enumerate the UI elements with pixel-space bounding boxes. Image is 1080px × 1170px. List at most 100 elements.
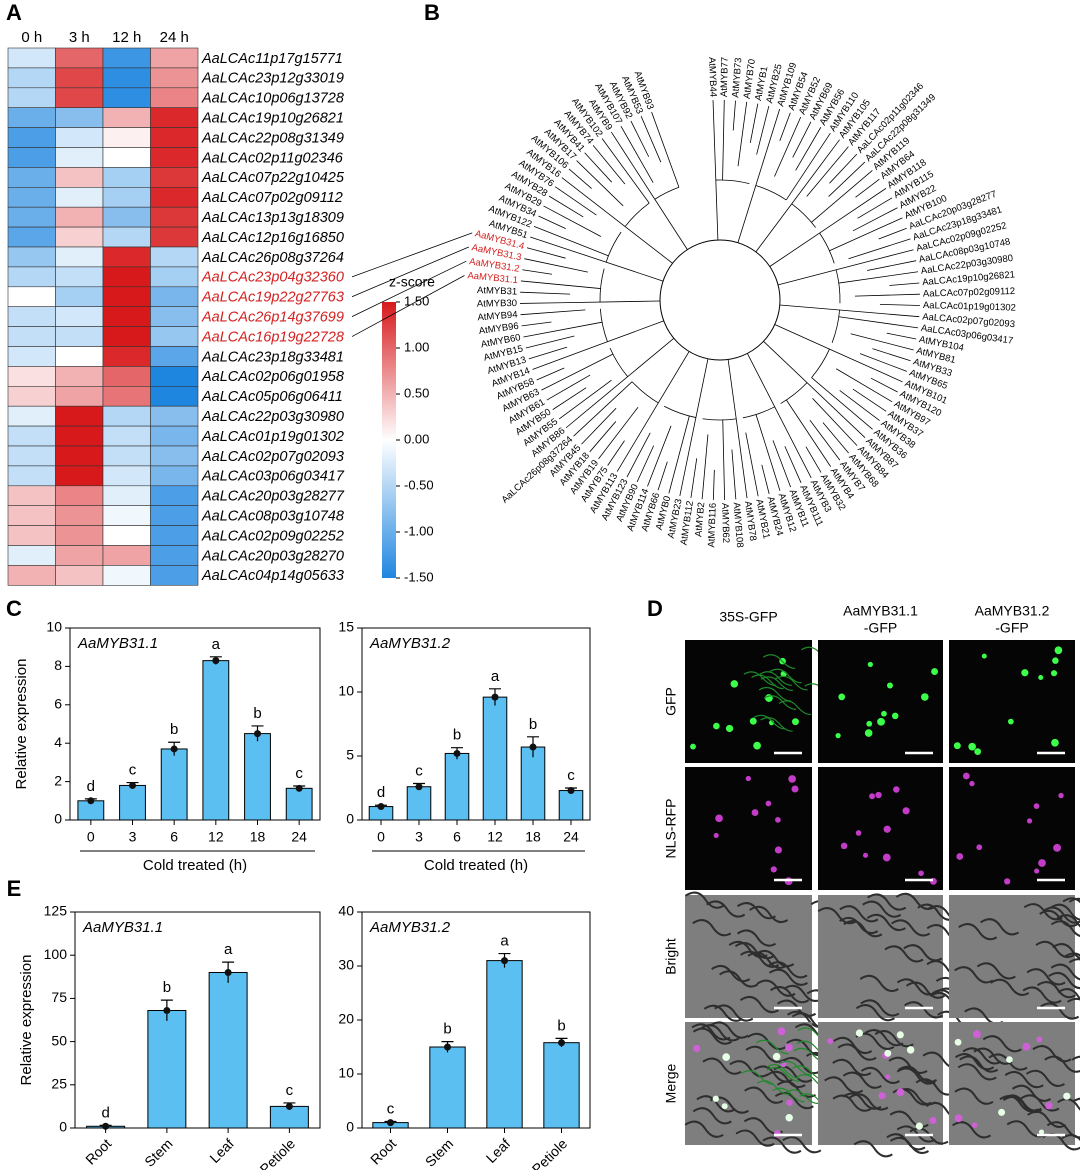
gfp-outline [763,695,797,710]
heatmap-cell [150,465,199,487]
micrograph [949,767,1075,890]
cell-outline [745,1045,785,1063]
tree-branch [785,132,831,201]
cell-outline [839,905,879,923]
tree-branch [786,399,831,467]
nucleus [1051,738,1059,747]
row-label: AaLCAc04p14g05633 [201,568,344,584]
significance-letter: d [87,778,95,795]
heatmap-cell [7,127,56,148]
row-header: NLS-RFP [663,799,679,859]
tree-tip-label: AtMYB70 [742,58,758,99]
heatmap-cell [102,127,151,148]
cell-outline [982,1035,1022,1053]
heatmap-cell [7,87,56,109]
tree-branch [870,377,898,393]
y-tick-label: 6 [54,696,62,712]
tree-branch [822,422,849,454]
x-tick-label: 24 [291,829,307,845]
nucleus [972,1030,981,1039]
tree-branch [805,446,822,473]
heatmap-cell [102,87,151,109]
tree-arc [599,308,608,342]
nucleus [770,866,777,873]
cell-outline [1050,963,1080,981]
significance-letter: b [453,727,461,744]
nucleus [690,743,696,750]
tree-branch [533,225,609,257]
cell-outline [958,923,998,941]
tree-branch [657,351,690,404]
colorbar-tick-label: -1.50 [404,569,434,584]
heatmap-cell [150,47,199,69]
nucleus [882,853,891,862]
tree-branch [589,421,617,453]
tree-branch [761,464,770,494]
cell-outline [891,919,931,937]
plot-frame [69,627,321,821]
heatmap-cell [55,167,104,188]
cell-outline [843,920,883,938]
cell-outline [904,1001,944,1019]
mean-dot [170,745,178,753]
tree-branch [784,446,802,484]
nucleus [998,1108,1006,1116]
tree-tip-label: AtMYB62 [719,503,731,543]
chart-title: AaMYB31.1 [77,635,158,652]
tree-branch [792,121,812,158]
cell-outline [999,1095,1039,1113]
gfp-outline [785,1089,819,1104]
bar [429,1046,466,1129]
tree-branch [548,195,584,218]
cell-outline [706,900,746,918]
mean-dot [415,783,423,791]
mean-dot [163,1006,171,1014]
y-tick-label: 10 [338,683,354,699]
tree-branch [520,280,601,289]
row-label: AaLCAc05p06g06411 [201,389,343,405]
cell-outline [762,1136,802,1154]
cell-outline [959,1055,999,1073]
micrograph [685,640,812,763]
heatmap-cell [102,206,151,228]
tree-branch [839,390,880,421]
cell-outline [817,907,857,925]
tree-branch [857,197,893,219]
y-tick-label: 20 [338,1011,354,1027]
cell-outline [703,1004,743,1022]
y-tick-label: 75 [51,989,67,1005]
nucleus [867,661,873,668]
nucleus [730,680,739,688]
bar [208,971,248,1129]
significance-letter: d [377,784,385,801]
heatmap-cell [150,565,199,586]
cell-outline [1011,1084,1052,1102]
nucleus [791,785,799,793]
nucleus [976,844,983,851]
cell-outline [719,970,759,988]
nucleus [777,1027,786,1036]
tree-arc [599,268,605,303]
tree-branch [886,332,917,340]
tree-tip-label: AtMYB94 [477,309,518,323]
heatmap-cell [150,545,199,566]
micrograph [685,767,812,890]
chart-title: AaMYB31.1 [82,919,163,936]
heatmap-cell [55,545,104,566]
nucleus [745,775,751,782]
cell-outline [1035,940,1075,958]
significance-letter: b [253,705,261,722]
bar [202,660,230,821]
cell-outline [1057,1098,1080,1111]
row-header: Merge [663,1063,679,1103]
gfp-outline [755,1039,789,1055]
cell-outline [696,1095,736,1113]
y-tick-label: 0 [59,1119,67,1135]
cell-outline [1064,952,1080,958]
nucleus [878,1092,886,1100]
cell-outline [1049,903,1080,921]
tree-branch [806,146,849,197]
nucleus [792,718,799,726]
heatmap-cell [55,565,104,586]
cell-outline [903,944,943,962]
